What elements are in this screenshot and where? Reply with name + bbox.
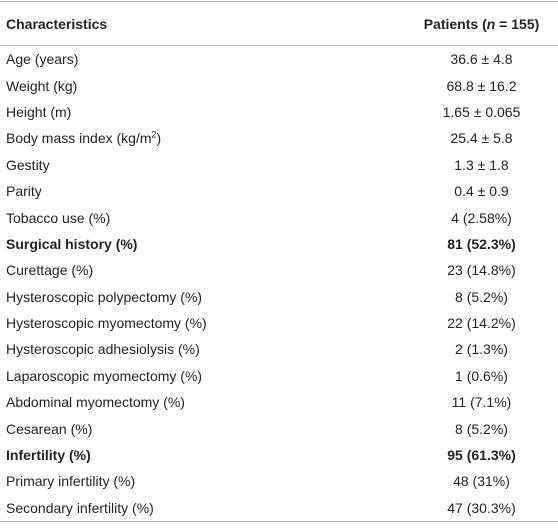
table-cell: Laparoscopic myomectomy (%) — [6, 367, 203, 384]
table-row: Parity 0.4 ± 0.9 — [0, 178, 558, 204]
header-cell: Patients (n = 155) — [405, 1, 558, 46]
table-cell: Infertility (%) — [6, 447, 91, 464]
table-cell: Gestity — [6, 156, 50, 173]
table-cell: Weight (kg) — [6, 77, 78, 94]
table-cell: Cesarean (%) — [6, 420, 93, 437]
table-row: Body mass index (kg/m2) 25.4 ± 5.8 — [0, 125, 558, 151]
table-row: Height (m) 1.65 ± 0.065 — [0, 99, 558, 125]
table-cell: Body mass index (kg/m2) — [0, 125, 405, 151]
table-row: Curettage (%) 23 (14.8%) — [0, 257, 558, 283]
table-row: Hysteroscopic adhesiolysis (%) 2 (1.3%) — [0, 336, 558, 362]
table-cell: Hysteroscopic polypectomy (%) — [6, 288, 203, 305]
header-text: n — [486, 15, 496, 32]
table-cell: Surgical history (%) — [6, 235, 138, 252]
table-cell: 81 (52.3%) — [447, 235, 516, 252]
table-cell: 0.4 ± 0.9 — [454, 183, 509, 200]
table-row: Age (years) 36.6 ± 4.8 — [0, 46, 558, 73]
table-cell: 1.65 ± 0.065 — [442, 103, 521, 120]
table-cell: 1 (0.6%) — [455, 367, 508, 384]
table-cell: 1.3 ± 1.8 — [454, 156, 509, 173]
superscript: 2 — [151, 129, 157, 140]
table-row: Cesarean (%) 8 (5.2%) — [0, 415, 558, 441]
table-cell: 8 (5.2%) — [455, 288, 508, 305]
table-row: Abdominal myomectomy (%) 11 (7.1%) — [0, 389, 558, 415]
table-row: Hysteroscopic polypectomy (%) 8 (5.2%) — [0, 284, 558, 310]
cell-text: ) — [156, 130, 162, 147]
table-row: Surgical history (%) 81 (52.3%) — [0, 231, 558, 257]
table-cell: 95 (61.3%) — [447, 447, 516, 464]
table-cell: 23 (14.8%) — [447, 262, 516, 279]
table-cell: Primary infertility (%) — [6, 473, 136, 490]
table-row: Primary infertility (%) 48 (31%) — [0, 468, 558, 494]
table-cell: Abdominal myomectomy (%) — [6, 394, 185, 411]
table-row: Laparoscopic myomectomy (%) 1 (0.6%) — [0, 363, 558, 389]
table-row: Weight (kg) 68.8 ± 16.2 — [0, 72, 558, 98]
table-cell: 4 (2.58%) — [451, 209, 512, 226]
header-row: Characteristics Patients (n = 155) — [0, 1, 558, 46]
table-cell: 11 (7.1%) — [451, 394, 512, 411]
table-cell: 22 (14.2%) — [447, 315, 516, 332]
table-cell: Hysteroscopic myomectomy (%) — [6, 315, 207, 332]
table-cell: Tobacco use (%) — [6, 209, 111, 226]
table-row: Infertility (%) 95 (61.3%) — [0, 442, 558, 468]
header-cell: Characteristics — [0, 1, 405, 46]
table-cell: Height (m) — [6, 103, 72, 120]
table-cell: 68.8 ± 16.2 — [446, 77, 517, 94]
table-row: Gestity 1.3 ± 1.8 — [0, 152, 558, 178]
table-cell: 48 (31%) — [453, 473, 510, 490]
header-text: Patients ( — [423, 15, 487, 32]
table-cell: Curettage (%) — [6, 262, 94, 279]
table-cell: 2 (1.3%) — [455, 341, 508, 358]
table-cell: Age (years) — [6, 51, 79, 68]
table-cell: Hysteroscopic adhesiolysis (%) — [6, 341, 200, 358]
table-body: Age (years) 36.6 ± 4.8 Weight (kg) 68.8 ± 1… — [0, 46, 558, 523]
table-cell: Secondary infertility (%) — [0, 494, 405, 523]
header-text: = 155) — [495, 15, 540, 32]
table-cell: 47 (30.3%) — [405, 494, 558, 523]
table-row: Secondary infertility (%) 47 (30.3%) — [0, 494, 558, 523]
table-cell: Parity — [6, 183, 42, 200]
table-row: Hysteroscopic myomectomy (%) 22 (14.2%) — [0, 310, 558, 336]
cell-text: Body mass index (kg/m — [6, 130, 152, 147]
table-cell: 36.6 ± 4.8 — [450, 51, 513, 68]
table-cell: 25.4 ± 5.8 — [450, 130, 513, 147]
table-cell: 8 (5.2%) — [455, 420, 508, 437]
table-row: Tobacco use (%) 4 (2.58%) — [0, 204, 558, 230]
